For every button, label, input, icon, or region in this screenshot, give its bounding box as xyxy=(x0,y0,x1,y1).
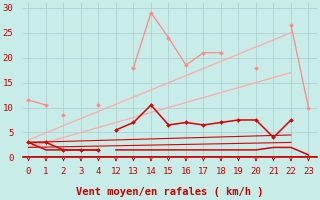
X-axis label: Vent moyen/en rafales ( km/h ): Vent moyen/en rafales ( km/h ) xyxy=(76,187,264,197)
